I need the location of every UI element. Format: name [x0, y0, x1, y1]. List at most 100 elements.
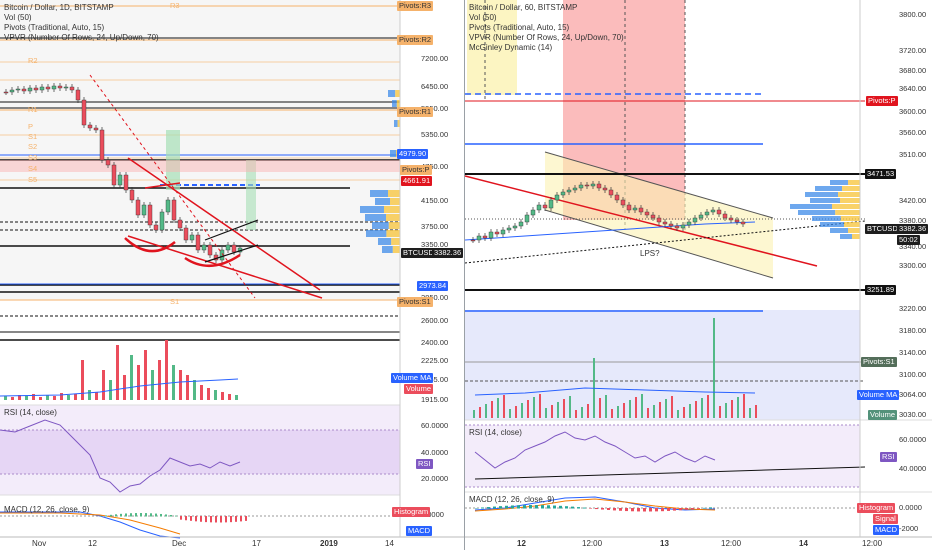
legend-vpvr[interactable]: VPVR (Number Of Rows, 24, Up/Down, 70) — [4, 33, 159, 42]
candle-body — [207, 244, 213, 256]
time-tick: Dec — [172, 539, 187, 548]
volume-bar — [46, 395, 49, 400]
candle-body — [135, 199, 141, 216]
legend-vol[interactable]: Vol (50) — [469, 13, 497, 22]
tag-volume-ma: Volume MA — [391, 373, 434, 383]
volume-bar — [102, 370, 105, 400]
candle-body — [578, 184, 584, 189]
candle-body — [141, 204, 147, 216]
candle-body — [680, 224, 686, 229]
candle-body — [518, 221, 524, 227]
volume-profile-row — [815, 186, 842, 191]
candle-body — [470, 239, 476, 242]
volume-bar — [605, 395, 607, 418]
volume-profile-row — [805, 192, 838, 197]
volume-bar — [671, 396, 673, 418]
legend-pivots[interactable]: Pivots (Traditional, Auto, 15) — [469, 23, 570, 32]
candle-body — [728, 217, 734, 221]
price-tick: 7200.00 — [421, 54, 449, 63]
candle-body — [542, 204, 548, 209]
volume-bar — [214, 390, 217, 400]
volume-profile-row — [852, 234, 860, 239]
volume-profile-row — [392, 246, 400, 253]
candle-body — [57, 85, 63, 89]
daily-chart-canvas[interactable] — [0, 0, 464, 550]
volume-bar — [165, 340, 168, 400]
candle-body — [219, 249, 225, 261]
histogram-bar — [160, 513, 162, 517]
volume-bar — [659, 402, 661, 418]
rsi-trend-line — [474, 466, 866, 480]
histogram-bar — [100, 516, 102, 517]
candle-body — [734, 219, 740, 223]
rsi-title[interactable]: RSI (14, close) — [469, 428, 522, 437]
histogram-bar — [150, 513, 152, 517]
candle-body — [201, 244, 207, 251]
candle-body — [632, 207, 638, 211]
legend-vol[interactable]: Vol (50) — [4, 13, 32, 22]
histogram-bar — [165, 514, 167, 517]
volume-profile-row — [840, 198, 860, 203]
volume-profile-row — [394, 120, 398, 127]
candle-body — [716, 209, 722, 215]
histogram-bar — [553, 505, 556, 509]
hourly-chart-canvas[interactable] — [465, 0, 932, 550]
histogram-bar — [541, 505, 544, 509]
candle-body — [81, 99, 87, 126]
candle-body — [33, 87, 39, 91]
volume-profile-row — [390, 198, 400, 205]
legend-symbol[interactable]: Bitcoin / Dollar, 1D, BITSTAMP — [4, 3, 114, 12]
candle-body — [476, 235, 482, 241]
tag-price-3382: 3382.36 — [432, 248, 464, 258]
macd-title[interactable]: MACD (12, 26, close, 9) — [469, 495, 555, 504]
tag-volume: Volume — [404, 384, 434, 394]
volume-bar — [88, 390, 91, 400]
pivot-label-p: P — [28, 122, 34, 131]
hourly-chart-panel[interactable]: Bitcoin / Dollar, 60, BITSTAMP Vol (50) … — [465, 0, 932, 550]
candle-body — [87, 124, 93, 129]
volume-bar — [725, 403, 727, 418]
volume-bar — [497, 398, 499, 418]
histogram-bar — [679, 508, 682, 511]
legend-mcginley[interactable]: McGinley Dynamic (14) — [469, 43, 553, 52]
volume-profile-row — [798, 210, 836, 215]
price-tick: 3800.00 — [899, 10, 927, 19]
macd-title[interactable]: MACD (12, 26, close, 9) — [4, 505, 90, 514]
candle-body — [668, 223, 674, 227]
histogram-bar — [547, 505, 550, 509]
time-tick: 2019 — [320, 539, 338, 548]
candle-body — [105, 159, 111, 166]
legend-symbol[interactable]: Bitcoin / Dollar, 60, BITSTAMP — [469, 3, 578, 12]
volume-bar — [39, 397, 42, 400]
histogram-bar — [571, 506, 574, 509]
tag-pivot-r1: Pivots:R1 — [397, 107, 434, 117]
volume-profile-row — [365, 214, 386, 221]
tag-macd: MACD — [406, 526, 433, 536]
daily-chart-panel[interactable]: Bitcoin / Dollar, 1D, BITSTAMP Vol (50) … — [0, 0, 465, 550]
histogram-bar — [613, 508, 616, 511]
trend-lines — [89, 74, 323, 299]
volume-bar — [581, 407, 583, 418]
rsi-title[interactable]: RSI (14, close) — [4, 408, 57, 417]
tag-price-4661: 4661.91 — [401, 176, 433, 186]
histogram-bar — [195, 516, 197, 522]
annotation-lps: LPS? — [640, 249, 660, 258]
candle-body — [692, 217, 698, 223]
volume-profile-row — [830, 228, 848, 233]
tag-pivot-p: Pivots:P — [866, 96, 898, 106]
rsi-tick: 40.0000 — [421, 448, 449, 457]
time-tick: 14 — [799, 539, 808, 548]
legend-pivots[interactable]: Pivots (Traditional, Auto, 15) — [4, 23, 105, 32]
volume-bar — [81, 360, 84, 400]
volume-ma-line — [0, 378, 239, 397]
legend-vpvr[interactable]: VPVR (Number Of Rows, 24, Up/Down, 70) — [469, 33, 624, 42]
candle-body — [500, 229, 506, 235]
volume-bar — [509, 409, 511, 418]
histogram-bar — [517, 505, 520, 509]
volume-profile-row — [397, 120, 400, 127]
candle-body — [482, 235, 488, 239]
volume-profile-row — [830, 180, 848, 185]
candle-body — [572, 187, 578, 191]
histogram-bar — [240, 516, 242, 522]
candle-body — [584, 184, 590, 187]
